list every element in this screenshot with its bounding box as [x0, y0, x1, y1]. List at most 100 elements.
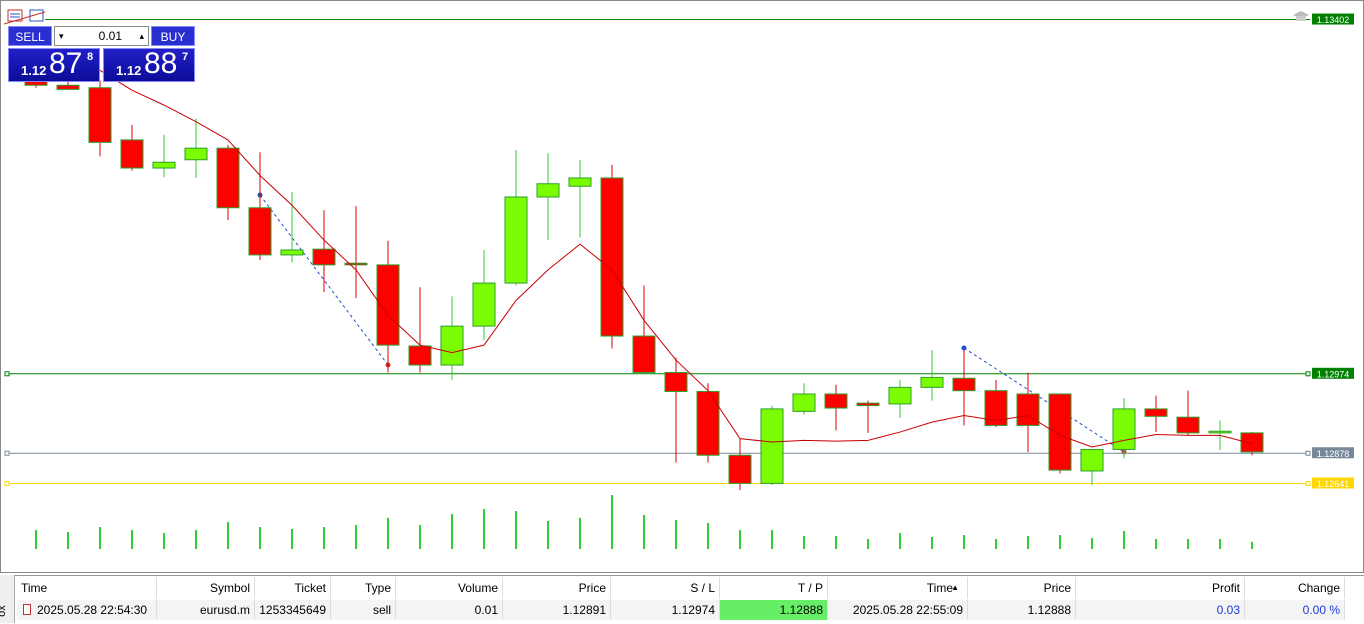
cell-text: 1.12891	[562, 603, 606, 617]
cell-text: Price	[1043, 581, 1071, 595]
candle-body	[344, 262, 368, 266]
volume-bar	[1091, 538, 1093, 549]
increase-arrow[interactable]: ▴	[139, 31, 144, 41]
table-cell[interactable]: 2025.05.28 22:54:30	[17, 600, 157, 620]
column-header[interactable]: Price	[968, 577, 1076, 599]
ask-quote[interactable]: 1.12 88 7	[103, 47, 195, 82]
toolbox-tab[interactable]: ox	[0, 575, 15, 623]
cell-text: T / P	[797, 581, 823, 595]
volume-bar	[707, 523, 709, 549]
cell-text: Symbol	[209, 581, 250, 595]
sell-button[interactable]: SELL	[8, 26, 52, 46]
volume-bar	[611, 495, 613, 549]
volume-bar	[739, 530, 741, 549]
order-icon	[23, 604, 31, 615]
cell-text: 1253345649	[259, 603, 326, 617]
candle-body	[248, 207, 272, 256]
table-cell[interactable]: 1253345649	[255, 600, 331, 620]
candle-body	[824, 393, 848, 409]
column-header[interactable]: T / P	[720, 577, 828, 599]
column-header[interactable]: Change	[1245, 577, 1345, 599]
volume-bar	[387, 518, 389, 549]
table-cell[interactable]: 0.00 %	[1245, 600, 1345, 620]
trade-table: Time Symbol Ticket Type Volume Price S / L T / …	[0, 575, 1364, 624]
candle-body	[408, 345, 432, 366]
level-handle	[1305, 371, 1311, 377]
volume-bar	[1027, 536, 1029, 549]
toolbox-label: ox	[0, 605, 8, 617]
cell-text: Change	[1297, 581, 1340, 595]
column-header[interactable]: Ticket	[255, 577, 331, 599]
ask-pips: 88	[144, 47, 178, 80]
candle-body	[728, 454, 752, 484]
table-cell[interactable]: 0.01	[396, 600, 503, 620]
column-header[interactable]: Type	[331, 577, 396, 599]
candle-body	[440, 325, 464, 366]
decrease-arrow[interactable]: ▾	[59, 31, 64, 41]
volume-input[interactable]: ▾ 0.01 ▴	[54, 26, 149, 46]
volume-bar	[515, 511, 517, 549]
table-cell[interactable]: 2025.05.28 22:55:09	[828, 600, 968, 620]
cell-text: 0.00 %	[1302, 603, 1340, 617]
table-cell[interactable]: eurusd.m	[157, 600, 255, 620]
volume-bar	[995, 539, 997, 549]
table-cell[interactable]: 1.12888	[968, 600, 1076, 620]
table-cell[interactable]: 1.12974	[611, 600, 720, 620]
bid-quote[interactable]: 1.12 87 8	[8, 47, 100, 82]
volume-bar	[291, 529, 293, 549]
level-handle	[4, 371, 10, 377]
column-header[interactable]: Profit	[1076, 577, 1245, 599]
bid-fraction: 8	[87, 51, 94, 63]
volume-bar	[99, 527, 101, 549]
ask-fraction: 7	[182, 51, 189, 63]
volume-bar	[1187, 539, 1189, 549]
candle-body	[312, 248, 336, 266]
cell-text: Volume	[457, 581, 498, 595]
volume-bar	[131, 530, 133, 549]
table-cell[interactable]: 1.12891	[503, 600, 611, 620]
bid-pips: 87	[49, 47, 83, 80]
candle-body	[280, 249, 304, 256]
candle-body	[1208, 430, 1232, 434]
level-label: 1.13402	[1317, 15, 1350, 25]
volume-bar	[931, 537, 933, 549]
cell-text: sell	[372, 603, 391, 617]
cell-text: Price	[578, 581, 606, 595]
table-cell[interactable]: 0.03	[1076, 600, 1245, 620]
candle-body	[984, 390, 1008, 426]
column-header[interactable]: Time	[17, 577, 157, 599]
candle-body	[856, 402, 880, 407]
cell-text: Ticket	[294, 581, 326, 595]
candle-body	[536, 183, 560, 198]
cell-text: 1.12888	[1027, 603, 1071, 617]
volume-bar	[643, 515, 645, 549]
column-header[interactable]: Symbol	[157, 577, 255, 599]
column-header[interactable]: S / L	[611, 577, 720, 599]
candle-body	[632, 335, 656, 373]
candle-body	[152, 161, 176, 169]
volume-bar	[963, 535, 965, 549]
candle-body	[88, 87, 112, 143]
one-click-trading: SELL ▾ 0.01 ▴ BUY 1.12 87 8 1.12 88 7	[8, 26, 195, 82]
volume-bar	[451, 514, 453, 549]
volume-bar	[1155, 539, 1157, 549]
volume-bar	[35, 530, 37, 549]
volume-bar	[771, 530, 773, 549]
cell-text: Time	[21, 581, 48, 595]
buy-button[interactable]: BUY	[151, 26, 195, 46]
cell-text: 2025.05.28 22:54:30	[37, 603, 148, 617]
volume-value: 0.01	[98, 29, 122, 43]
level-label: 1.12641	[1317, 479, 1350, 489]
cell-text: Type	[364, 581, 391, 595]
cell-text: 1.12974	[671, 603, 715, 617]
history-icon	[1293, 11, 1309, 21]
column-header[interactable]: Volume	[396, 577, 503, 599]
table-cell[interactable]: 1.12888	[720, 600, 828, 620]
candle-body	[1080, 448, 1104, 472]
column-header[interactable]: Price	[503, 577, 611, 599]
table-cell[interactable]: sell	[331, 600, 396, 620]
volume-bar	[259, 527, 261, 549]
column-header[interactable]: Time ▲	[828, 577, 968, 599]
volume-bar	[1123, 531, 1125, 549]
